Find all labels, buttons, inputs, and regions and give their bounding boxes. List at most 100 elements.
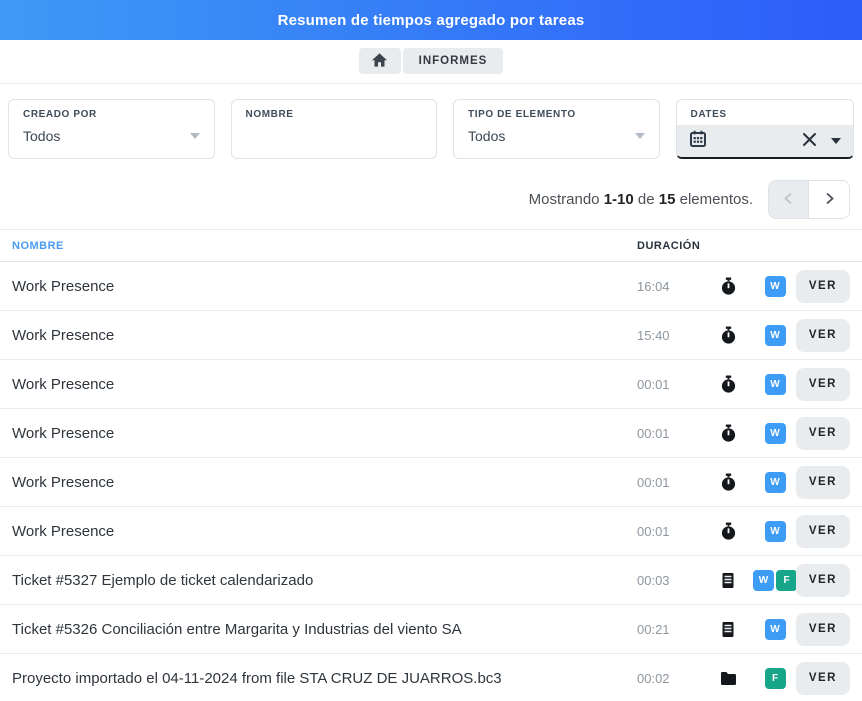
- column-header-nombre[interactable]: NOMBRE: [12, 240, 64, 252]
- table-row: Work Presence 00:01 W VER: [0, 507, 862, 556]
- task-duration: 00:01: [637, 523, 670, 539]
- task-name: Work Presence: [12, 326, 115, 344]
- filter-nombre: NOMBRE: [230, 99, 437, 159]
- table-row: Ticket #5326 Conciliación entre Margarit…: [0, 605, 862, 654]
- actions-cell: VER: [795, 563, 850, 597]
- table-row: Work Presence 16:04 W VER: [0, 262, 862, 311]
- clear-dates-button[interactable]: [802, 132, 817, 150]
- ver-button[interactable]: VER: [795, 661, 850, 695]
- ver-button[interactable]: VER: [795, 563, 850, 597]
- table-row: Proyecto importado el 04-11-2024 from fi…: [0, 654, 862, 701]
- task-duration: 00:21: [637, 621, 670, 637]
- pager-buttons: [768, 180, 850, 219]
- actions-cell: VER: [795, 514, 850, 548]
- ver-button[interactable]: VER: [795, 514, 850, 548]
- filter-label: TIPO DE ELEMENTO: [468, 109, 576, 120]
- badge-w: W: [764, 373, 786, 395]
- pagination-text: Mostrando: [528, 191, 600, 208]
- pagination-text: de: [637, 191, 655, 208]
- tipo-elemento-select[interactable]: Todos: [468, 128, 645, 144]
- ticket-icon: [720, 621, 750, 638]
- task-name: Ticket #5326 Conciliación entre Margarit…: [12, 620, 462, 638]
- caret-down-icon: [634, 133, 645, 139]
- badge-f: F: [776, 569, 797, 591]
- filter-bar: CREADO POR Todos NOMBRE TIPO DE ELEMENTO…: [0, 84, 862, 159]
- folder-icon: [720, 671, 750, 686]
- ver-button[interactable]: VER: [795, 367, 850, 401]
- divider: [0, 229, 862, 230]
- filter-label: DATES: [690, 109, 727, 120]
- task-duration: 00:01: [637, 425, 670, 441]
- task-name: Work Presence: [12, 424, 115, 442]
- pagination-text: elementos.: [679, 191, 753, 208]
- home-button[interactable]: [358, 48, 401, 74]
- ver-button[interactable]: VER: [795, 269, 850, 303]
- stopwatch-icon: [720, 424, 750, 443]
- table-row: Work Presence 00:01 W VER: [0, 409, 862, 458]
- stopwatch-icon: [720, 522, 750, 541]
- breadcrumb: INFORMES: [0, 40, 862, 84]
- origin-badges: W: [750, 618, 800, 640]
- caret-down-icon[interactable]: [831, 138, 841, 144]
- table-header: NOMBRE DURACIÓN: [0, 230, 862, 262]
- task-duration: 16:04: [637, 278, 670, 294]
- table-body: Work Presence 16:04 W VER Work Presence 15:40…: [0, 262, 862, 701]
- origin-badges: W: [750, 471, 800, 493]
- badge-w: W: [764, 618, 786, 640]
- ver-button[interactable]: VER: [795, 465, 850, 499]
- actions-cell: VER: [795, 318, 850, 352]
- filter-dates: DATES: [675, 99, 854, 159]
- filter-label: NOMBRE: [245, 109, 294, 120]
- actions-cell: VER: [795, 416, 850, 450]
- table-row: Work Presence 00:01 W VER: [0, 360, 862, 409]
- clear-icon: [802, 132, 817, 150]
- ver-button[interactable]: VER: [795, 416, 850, 450]
- app-header: Resumen de tiempos agregado por tareas: [0, 0, 862, 40]
- actions-cell: VER: [795, 661, 850, 695]
- task-name: Work Presence: [12, 522, 115, 540]
- filter-tipo-elemento: TIPO DE ELEMENTO Todos: [453, 99, 660, 159]
- next-page-button[interactable]: [809, 181, 849, 218]
- task-duration: 00:01: [637, 474, 670, 490]
- badge-w: W: [753, 569, 774, 591]
- task-duration: 00:03: [637, 572, 670, 588]
- task-duration: 00:01: [637, 376, 670, 392]
- caret-down-icon: [189, 133, 200, 139]
- badge-w: W: [764, 422, 786, 444]
- actions-cell: VER: [795, 367, 850, 401]
- ver-button[interactable]: VER: [795, 612, 850, 646]
- task-name: Ticket #5327 Ejemplo de ticket calendari…: [12, 571, 314, 589]
- actions-cell: VER: [795, 465, 850, 499]
- prev-page-button[interactable]: [769, 181, 809, 218]
- badge-f: F: [764, 667, 786, 689]
- breadcrumb-item-informes[interactable]: INFORMES: [402, 48, 504, 74]
- origin-badges: W: [750, 275, 800, 297]
- nombre-input[interactable]: [245, 128, 422, 144]
- ver-button[interactable]: VER: [795, 318, 850, 352]
- filter-label: CREADO POR: [23, 109, 97, 120]
- task-duration: 00:02: [637, 670, 670, 686]
- table-row: Ticket #5327 Ejemplo de ticket calendari…: [0, 556, 862, 605]
- stopwatch-icon: [720, 375, 750, 394]
- badge-w: W: [764, 471, 786, 493]
- filter-creado-por: CREADO POR Todos: [8, 99, 215, 159]
- creado-por-select[interactable]: Todos: [23, 128, 200, 144]
- origin-badges: W: [750, 422, 800, 444]
- pagination-range: 1-10: [603, 191, 634, 208]
- breadcrumb-group: INFORMES: [358, 48, 504, 74]
- pagination-total: 15: [658, 191, 676, 208]
- task-name: Proyecto importado el 04-11-2024 from fi…: [12, 669, 502, 687]
- stopwatch-icon: [720, 473, 750, 492]
- origin-badges: W: [750, 373, 800, 395]
- column-header-duracion[interactable]: DURACIÓN: [637, 240, 701, 252]
- calendar-icon: [689, 130, 707, 153]
- task-name: Work Presence: [12, 277, 115, 295]
- task-duration: 15:40: [637, 327, 670, 343]
- badge-w: W: [764, 520, 786, 542]
- creado-por-value: Todos: [23, 128, 61, 144]
- chevron-right-icon: [823, 192, 836, 208]
- actions-cell: VER: [795, 269, 850, 303]
- table-row: Work Presence 15:40 W VER: [0, 311, 862, 360]
- dates-input[interactable]: [676, 125, 853, 157]
